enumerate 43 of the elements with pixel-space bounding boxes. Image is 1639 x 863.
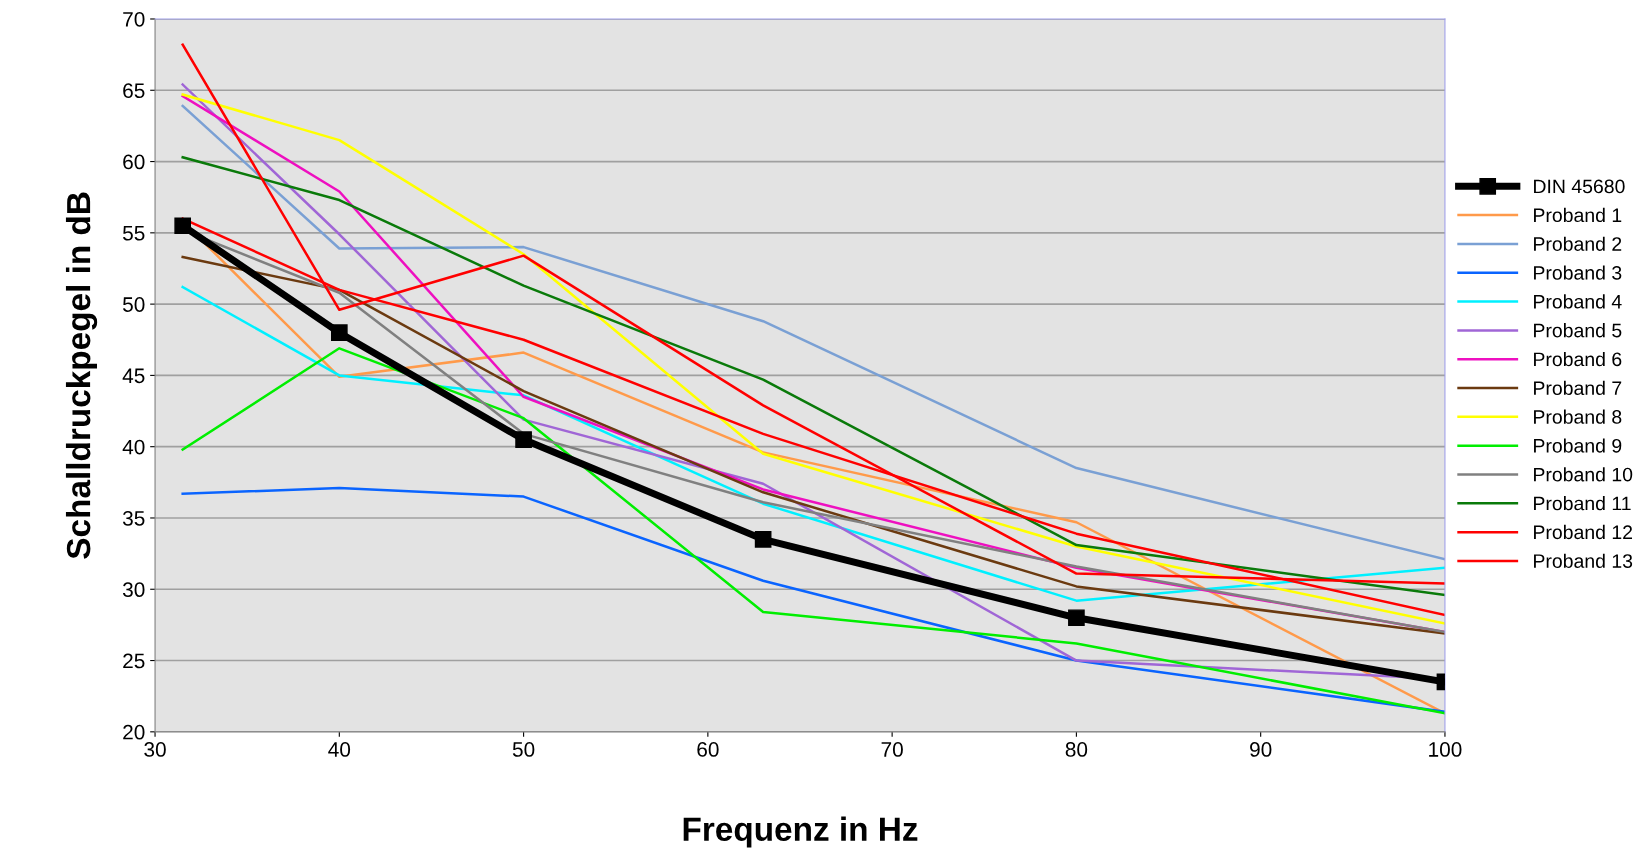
legend-label: DIN 45680 [1534, 179, 1625, 194]
y-tick-label: 55 [122, 226, 145, 241]
line-series [181, 347, 1445, 715]
x-tick-label: 60 [697, 742, 719, 757]
y-tick-label: 70 [123, 11, 145, 27]
line-series [181, 486, 1445, 714]
x-axis-title: Frequenz in Hz [683, 816, 918, 848]
legend-label: Proband 4 [1534, 294, 1622, 309]
point [174, 217, 192, 235]
y-tick-label: 50 [122, 297, 145, 312]
y-tick-label: 45 [122, 368, 145, 384]
y-tick-label: 25 [123, 653, 145, 669]
legend-label: Proband 13 [1534, 553, 1633, 568]
x-tick-label: 100 [1429, 742, 1462, 757]
y-tick-label: 30 [122, 582, 145, 598]
y-tick-label: 40 [122, 439, 145, 455]
y-tick-label: 65 [123, 83, 145, 99]
x-tick-label: 40 [328, 742, 351, 757]
point [754, 531, 772, 548]
legend-label: Proband 12 [1534, 524, 1633, 540]
point [515, 431, 532, 448]
y-tick-label: 20 [123, 724, 145, 740]
legend-label: Proband 8 [1534, 409, 1622, 424]
x-tick-label: 90 [1250, 742, 1272, 757]
legend-label: Proband 10 [1534, 467, 1633, 482]
legend-label: Proband 2 [1534, 236, 1622, 251]
legend-label: Proband 5 [1534, 323, 1622, 338]
x-tick-label: 80 [1065, 742, 1088, 757]
legend-label: Proband 9 [1534, 438, 1622, 453]
legend-label: Proband 1 [1534, 207, 1622, 223]
x-tick-label: 50 [512, 742, 535, 757]
legend-label: Proband 7 [1534, 380, 1622, 396]
x-tick-label: 70 [881, 742, 903, 757]
legend-label: Proband 11 [1534, 496, 1631, 511]
legend-label: Proband 6 [1534, 351, 1622, 367]
legend-label: Proband 3 [1534, 265, 1622, 280]
point [1068, 609, 1085, 627]
y-axis-title: Schalldruckpegel in dB [65, 192, 98, 559]
x-tick-label: 30 [144, 742, 166, 757]
y-tick-label: 60 [123, 154, 145, 170]
point [330, 324, 348, 341]
y-tick-label: 35 [122, 510, 145, 526]
line-series [181, 156, 1445, 597]
